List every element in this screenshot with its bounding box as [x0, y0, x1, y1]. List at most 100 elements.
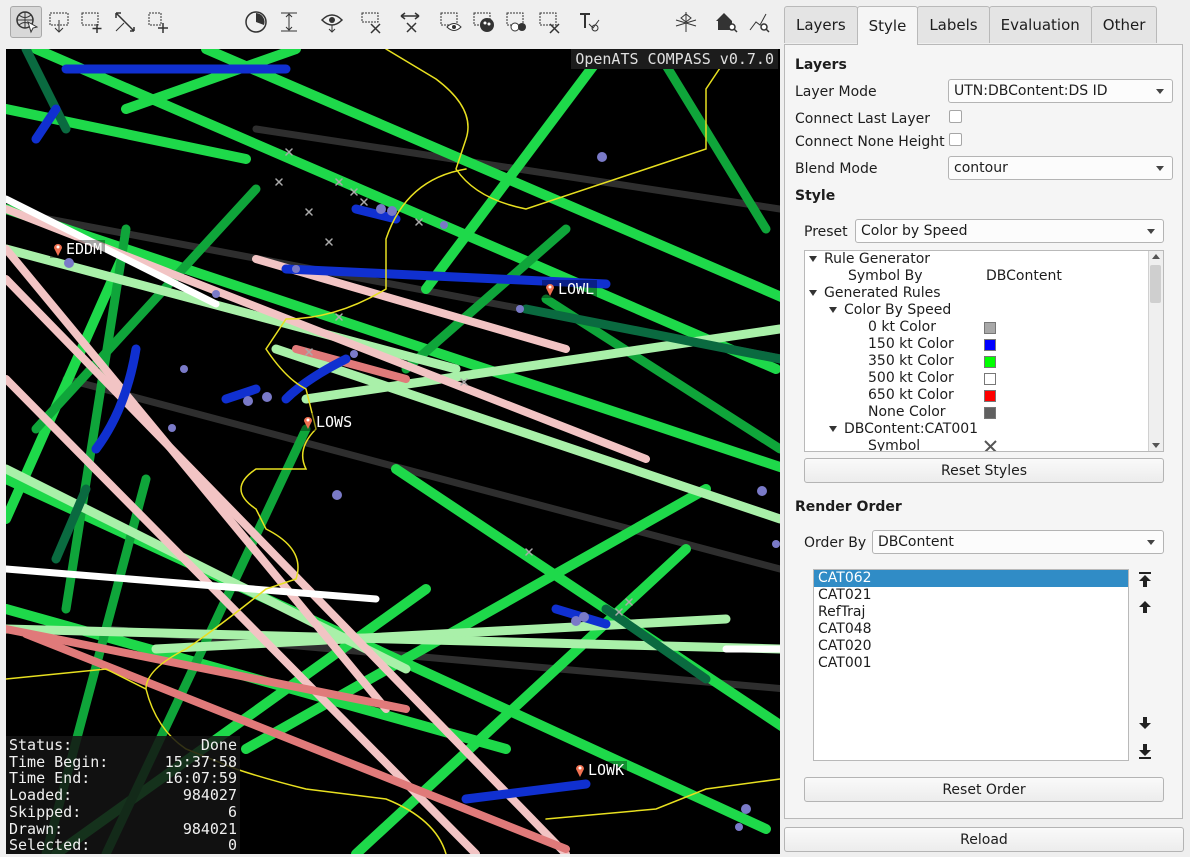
- tree-item-color[interactable]: 150 kt Color: [868, 336, 954, 352]
- airport-name: LOWK: [588, 761, 625, 779]
- layer-mode-label: Layer Mode: [795, 84, 877, 100]
- eye-two-icon[interactable]: [501, 6, 533, 38]
- label-icon[interactable]: [573, 6, 605, 38]
- tree-item-color[interactable]: 650 kt Color: [868, 387, 954, 403]
- move-arrow-icon[interactable]: [109, 6, 141, 38]
- hide-unselected-icon[interactable]: [395, 6, 427, 38]
- tree-item-color[interactable]: 350 kt Color: [868, 353, 954, 369]
- hide-selected-icon[interactable]: [356, 6, 388, 38]
- map-toolbar: [0, 0, 782, 46]
- eye-x-icon[interactable]: [534, 6, 566, 38]
- move-to-bottom-button[interactable]: [1134, 740, 1156, 762]
- tab-layers[interactable]: Layers: [784, 6, 858, 43]
- airport-pin-icon: [54, 244, 62, 256]
- map-view[interactable]: OpenATS COMPASS v0.7.0 EDDM LOWL LOWS LO…: [6, 49, 780, 854]
- move-to-top-button[interactable]: [1134, 569, 1156, 591]
- zoom-path-icon[interactable]: [743, 6, 775, 38]
- tab-evaluation[interactable]: Evaluation: [988, 6, 1092, 43]
- style-tab-content: Layers Layer Mode UTN:DBContent:DS ID Co…: [784, 44, 1183, 819]
- chevron-down-icon: [1156, 89, 1164, 94]
- color-swatch[interactable]: [984, 407, 996, 419]
- move-down-button[interactable]: [1134, 712, 1156, 734]
- expand-arrow-icon[interactable]: [809, 256, 817, 262]
- airport-marker[interactable]: LOWL: [542, 280, 598, 298]
- move-bottom-icon: [1139, 744, 1151, 759]
- reload-button[interactable]: Reload: [784, 827, 1184, 852]
- tree-item-rule-generator[interactable]: Rule Generator: [809, 251, 930, 268]
- airport-pin-icon: [304, 417, 312, 429]
- list-item[interactable]: CAT020: [818, 638, 872, 654]
- status-row: Loaded: 984027: [9, 786, 237, 805]
- tab-bar: Layers Style Labels Evaluation Other: [784, 6, 1158, 45]
- expand-arrow-icon[interactable]: [809, 290, 817, 296]
- eye-rect-icon[interactable]: [435, 6, 467, 38]
- connect-none-height-label: Connect None Height: [795, 134, 945, 150]
- expand-arrow-icon[interactable]: [829, 426, 837, 432]
- tree-scrollbar[interactable]: [1148, 251, 1163, 451]
- scroll-up-icon[interactable]: [1152, 253, 1160, 259]
- preset-select[interactable]: Color by Speed: [855, 219, 1164, 243]
- status-row: Time End: 16:07:59: [9, 769, 237, 788]
- color-swatch[interactable]: [984, 322, 996, 334]
- tree-item-color[interactable]: 0 kt Color: [868, 319, 936, 335]
- list-item[interactable]: CAT062: [814, 570, 1128, 587]
- status-row: Skipped: 6: [9, 802, 237, 821]
- chevron-down-icon: [1147, 229, 1155, 234]
- tree-item-color[interactable]: 500 kt Color: [868, 370, 954, 386]
- tree-item-generated-rules[interactable]: Generated Rules: [809, 285, 941, 302]
- scroll-down-icon[interactable]: [1152, 443, 1160, 449]
- airport-pin-icon: [546, 284, 554, 296]
- airport-marker[interactable]: LOWK: [572, 761, 628, 779]
- order-by-select[interactable]: DBContent: [872, 530, 1164, 554]
- show-eye-icon[interactable]: [316, 6, 348, 38]
- connect-none-height-checkbox[interactable]: [949, 133, 962, 146]
- home-zoom-icon[interactable]: [710, 6, 742, 38]
- render-order-list[interactable]: CAT062 CAT021 RefTraj CAT048 CAT020 CAT0…: [813, 569, 1129, 761]
- zoom-rect-icon[interactable]: [43, 6, 75, 38]
- tree-item-dbcontent[interactable]: DBContent:CAT001: [829, 421, 978, 438]
- list-item[interactable]: CAT021: [818, 587, 872, 603]
- layer-mode-select[interactable]: UTN:DBContent:DS ID: [948, 79, 1173, 103]
- eye-color-icon[interactable]: [468, 6, 500, 38]
- tab-labels[interactable]: Labels: [917, 6, 990, 43]
- style-rules-tree[interactable]: Rule Generator Symbol By DBContent Gener…: [804, 250, 1164, 452]
- connect-last-layer-label: Connect Last Layer: [795, 111, 930, 127]
- move-up-icon: [1139, 601, 1151, 613]
- scroll-thumb[interactable]: [1150, 265, 1161, 303]
- airport-marker[interactable]: LOWS: [300, 413, 356, 431]
- tree-item-symbol[interactable]: Symbol: [868, 438, 921, 452]
- color-swatch[interactable]: [984, 356, 996, 368]
- blend-mode-select[interactable]: contour: [948, 156, 1173, 180]
- color-swatch[interactable]: [984, 390, 996, 402]
- reset-styles-button[interactable]: Reset Styles: [804, 458, 1164, 483]
- tree-item-color-by-speed[interactable]: Color By Speed: [829, 302, 951, 319]
- navigate-icon[interactable]: [10, 6, 42, 38]
- layers-heading: Layers: [795, 57, 847, 73]
- time-filter-icon[interactable]: [240, 6, 272, 38]
- status-row: Selected: 0: [9, 836, 237, 854]
- tab-other[interactable]: Other: [1090, 6, 1158, 43]
- expand-arrow-icon[interactable]: [829, 307, 837, 313]
- tree-item-symbol-by-value: DBContent: [986, 268, 1062, 284]
- version-label: OpenATS COMPASS v0.7.0: [571, 49, 778, 69]
- airport-marker[interactable]: EDDM: [50, 240, 106, 258]
- add-rect-icon[interactable]: [142, 6, 174, 38]
- move-up-button[interactable]: [1134, 596, 1156, 618]
- color-swatch[interactable]: [984, 373, 996, 385]
- airport-name: EDDM: [66, 240, 103, 258]
- color-swatch[interactable]: [984, 339, 996, 351]
- airport-name: LOWS: [316, 413, 353, 431]
- list-item[interactable]: CAT048: [818, 621, 872, 637]
- status-row: Time Begin: 15:37:58: [9, 752, 237, 771]
- height-filter-icon[interactable]: [273, 6, 305, 38]
- tab-style[interactable]: Style: [856, 6, 919, 45]
- axes-icon[interactable]: [670, 6, 702, 38]
- airport-name: LOWL: [558, 280, 595, 298]
- reset-order-button[interactable]: Reset Order: [804, 777, 1164, 802]
- connect-last-layer-checkbox[interactable]: [949, 110, 962, 123]
- tree-item-color[interactable]: None Color: [868, 404, 946, 420]
- add-select-icon[interactable]: [76, 6, 108, 38]
- list-item[interactable]: RefTraj: [818, 604, 866, 620]
- tree-item-symbol-by[interactable]: Symbol By: [848, 268, 923, 284]
- list-item[interactable]: CAT001: [818, 655, 872, 671]
